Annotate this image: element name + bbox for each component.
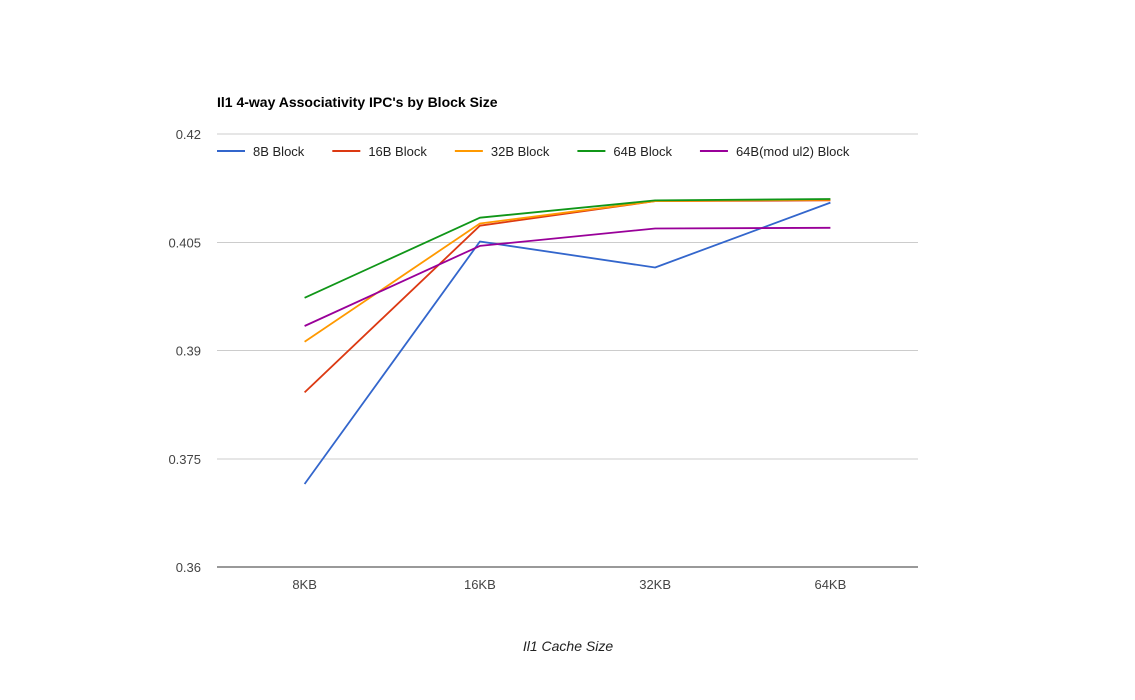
y-tick-label: 0.42 — [176, 127, 201, 142]
chart-title: Il1 4-way Associativity IPC's by Block S… — [217, 94, 498, 110]
y-axis-ticks: 0.36 0.375 0.39 0.405 0.42 — [168, 127, 201, 575]
legend-item: 32B Block — [454, 144, 550, 159]
y-tick-label: 0.36 — [176, 560, 201, 575]
legend-label: 16B Block — [368, 144, 427, 159]
legend-item: 64B Block — [577, 144, 672, 159]
legend-item: 16B Block — [332, 144, 427, 159]
series-line-8b-block — [303, 201, 831, 485]
y-tick-label: 0.405 — [168, 235, 201, 250]
x-axis-label: Il1 Cache Size — [523, 638, 613, 654]
series-line-32b-block — [304, 198, 831, 343]
x-tick-label: 64KB — [814, 577, 846, 592]
legend-label: 64B Block — [613, 144, 672, 159]
legend-label: 64B(mod ul2) Block — [736, 144, 850, 159]
grid — [217, 133, 918, 568]
x-tick-label: 32KB — [639, 577, 671, 592]
legend-item: 8B Block — [217, 144, 305, 159]
x-axis-ticks: 8KB 16KB 32KB 64KB — [292, 577, 846, 592]
series-group — [303, 198, 831, 485]
series-line-16b-block — [303, 199, 831, 394]
x-tick-label: 16KB — [464, 577, 496, 592]
y-tick-label: 0.39 — [176, 344, 201, 359]
x-tick-label: 8KB — [292, 577, 317, 592]
legend: 8B Block 16B Block 32B Block 64B Block 64B(m… — [217, 144, 850, 159]
series-line-64b-mod-ul2-block — [304, 226, 831, 327]
legend-label: 8B Block — [253, 144, 305, 159]
legend-item: 64B(mod ul2) Block — [699, 144, 850, 159]
legend-label: 32B Block — [491, 144, 550, 159]
y-tick-label: 0.375 — [168, 452, 201, 467]
series-line-64b-block — [304, 198, 831, 299]
